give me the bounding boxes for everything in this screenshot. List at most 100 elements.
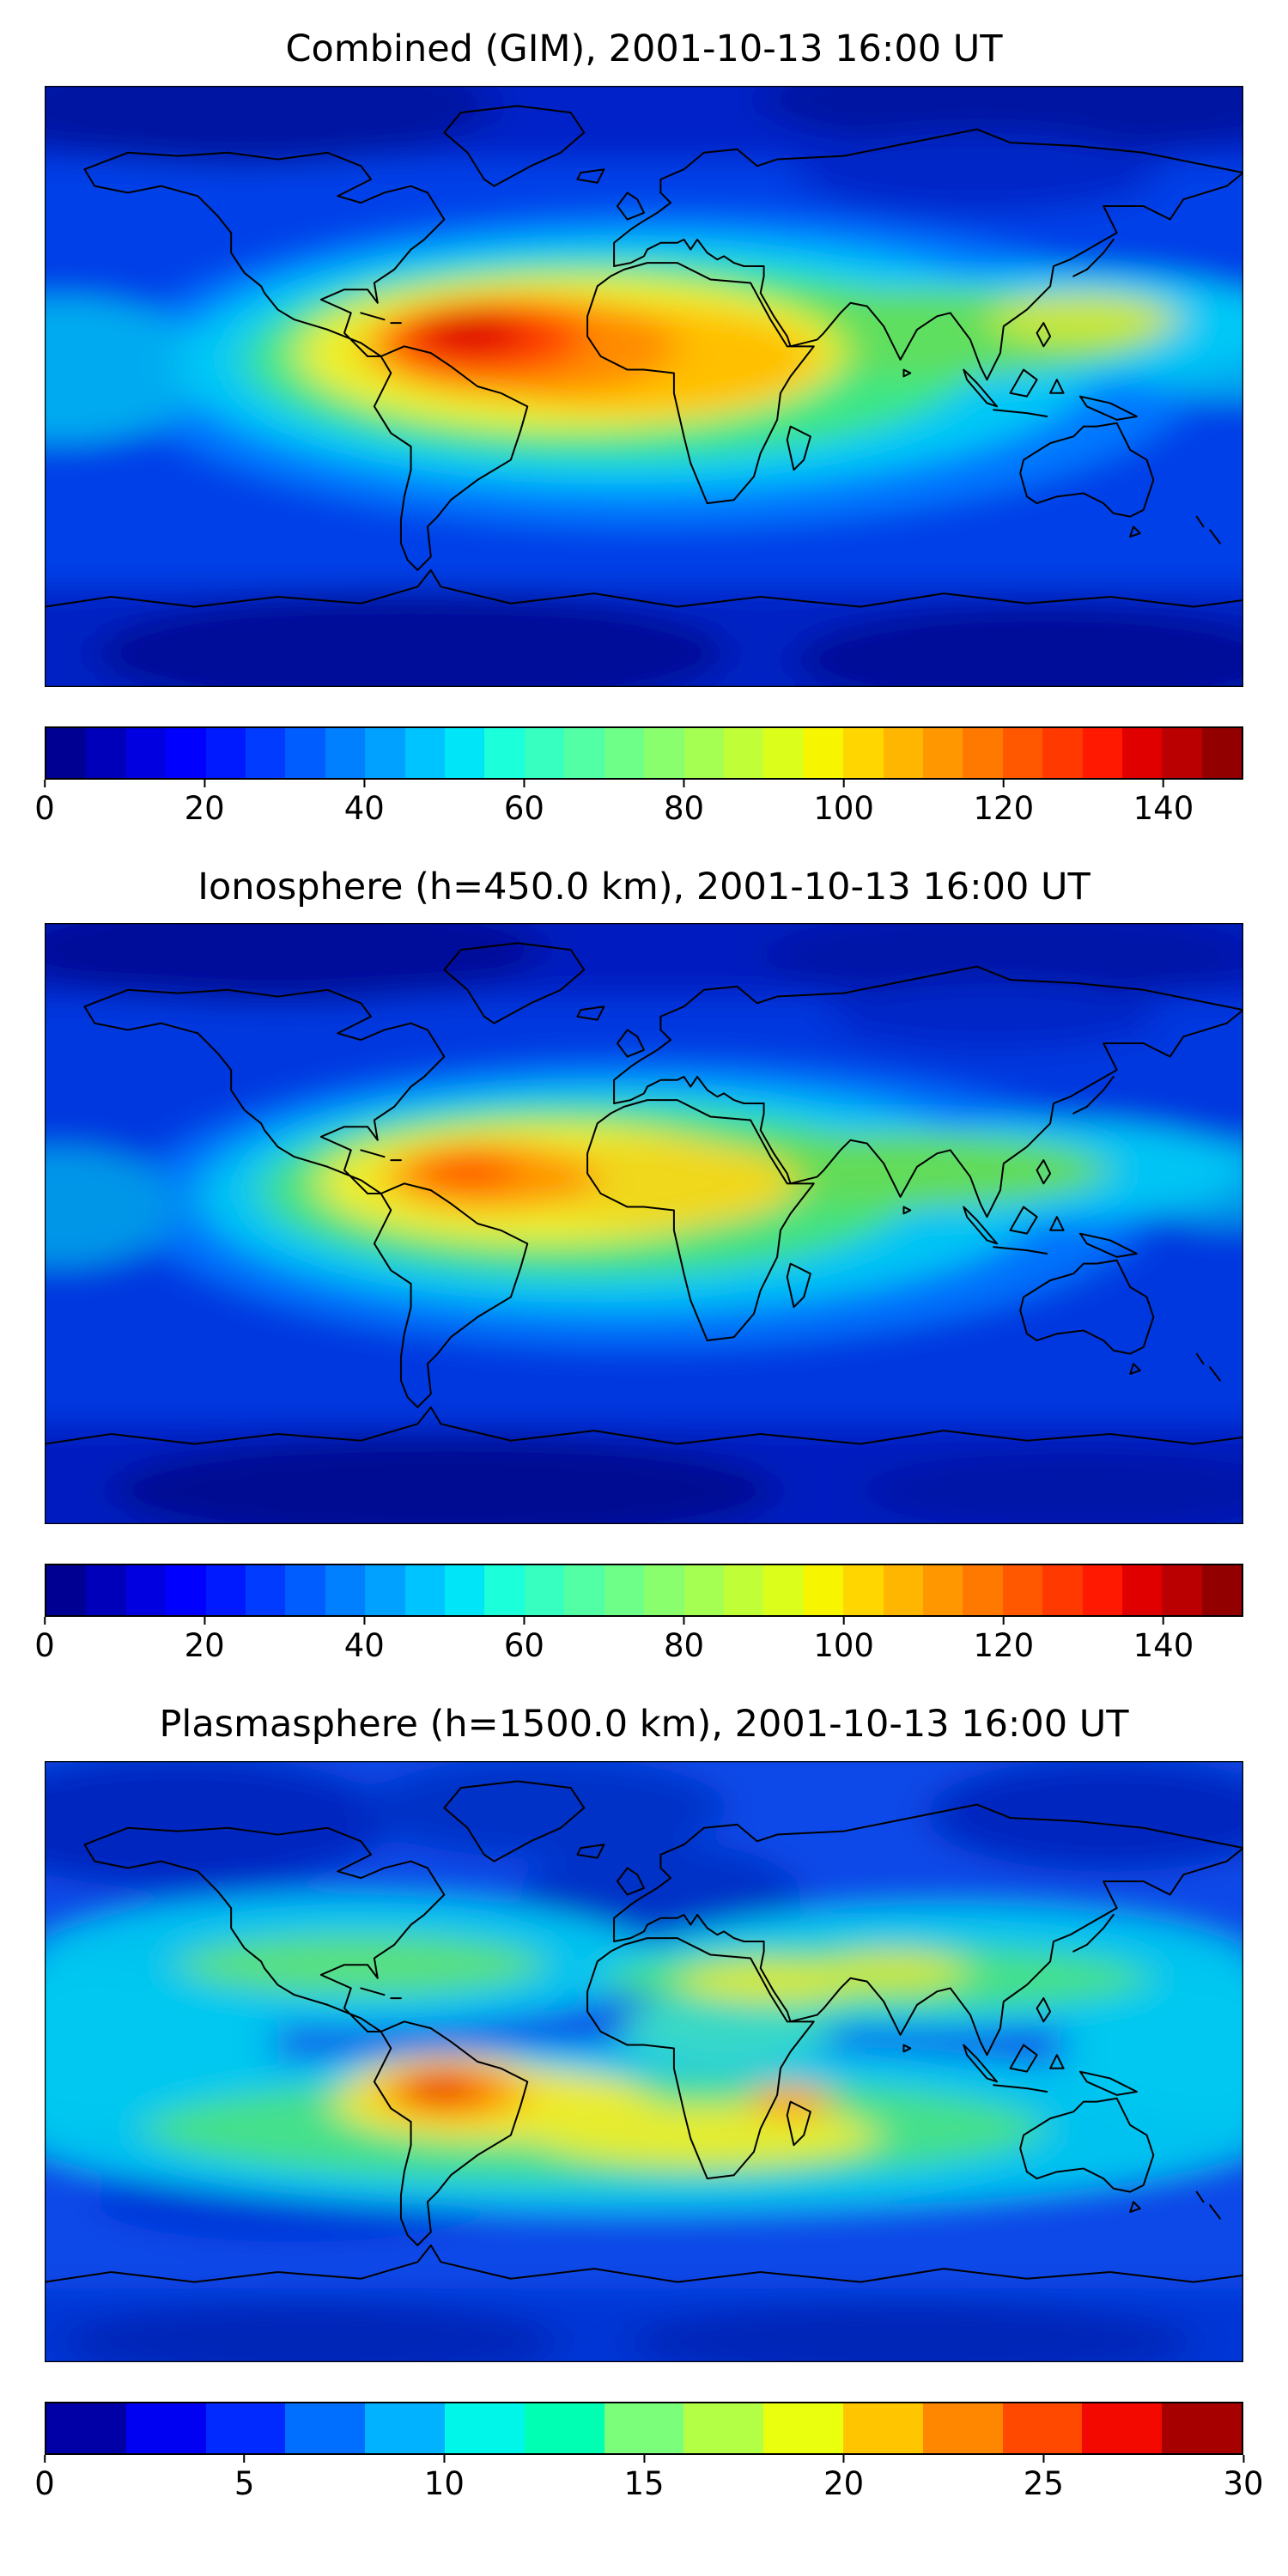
colorbar-segment — [325, 727, 366, 778]
colorbar-segment — [365, 2403, 445, 2453]
colorbar-segment — [445, 1565, 485, 1616]
colorbar-segment — [883, 727, 923, 778]
tick-label: 20 — [184, 1627, 225, 1665]
colorbar-segment — [205, 2403, 286, 2453]
tick-label: 20 — [823, 2464, 865, 2502]
tick-mark — [643, 2454, 645, 2463]
tick-label: 40 — [343, 789, 385, 827]
tec-field-ionosphere — [45, 923, 1243, 1525]
tick-label: 0 — [34, 789, 55, 827]
colorbar-segment — [922, 1565, 963, 1616]
colorbar-segment — [963, 727, 1003, 778]
tick-label: 140 — [1133, 789, 1194, 827]
colorbar-segment — [683, 1565, 724, 1616]
colorbar-segment — [842, 2403, 923, 2453]
map-combined — [45, 85, 1243, 687]
colorbar-tick: 120 — [973, 779, 1035, 827]
tick-label: 0 — [34, 1627, 55, 1665]
colorbar-block-plasmasphere: 0 5 10 15 20 25 30 — [34, 2401, 1264, 2508]
colorbar-tick: 15 — [623, 2454, 665, 2502]
colorbar-tick: 140 — [1133, 779, 1194, 827]
colorbar-segment — [922, 2403, 1003, 2453]
colorbar-segment — [1082, 1565, 1122, 1616]
tick-label: 30 — [1223, 2464, 1264, 2502]
panel-title-ionosphere: Ionosphere (h=450.0 km), 2001-10-13 16:0… — [197, 865, 1091, 908]
colorbar-segment — [125, 727, 167, 778]
tick-mark — [43, 1617, 46, 1625]
colorbar-segment — [484, 727, 525, 778]
colorbar-tick: 10 — [423, 2454, 465, 2502]
colorbar-segment — [1201, 727, 1242, 778]
colorbar-tick: 100 — [813, 779, 874, 827]
colorbar-ticks-plasmasphere: 0 5 10 15 20 25 30 — [34, 2454, 1264, 2508]
colorbar-tick: 40 — [344, 1617, 385, 1664]
colorbar-segment — [683, 727, 724, 778]
colorbar-segment — [564, 1565, 605, 1616]
tec-field-combined — [45, 85, 1243, 687]
tick-label: 25 — [1023, 2464, 1064, 2502]
colorbar-segment — [325, 1565, 366, 1616]
tick-mark — [683, 1617, 685, 1625]
colorbar-segment — [524, 2403, 605, 2453]
colorbar-tick: 0 — [34, 1617, 55, 1664]
colorbar-segment — [524, 727, 565, 778]
tick-mark — [204, 1617, 206, 1625]
colorbar-segment — [763, 1565, 804, 1616]
colorbar-segment — [46, 1565, 87, 1616]
colorbar-segment — [763, 727, 804, 778]
colorbar-tick: 60 — [504, 1617, 544, 1664]
tick-label: 40 — [343, 1627, 385, 1665]
colorbar-segment — [246, 727, 286, 778]
tick-mark — [443, 2454, 446, 2463]
colorbar-tick: 0 — [34, 2454, 55, 2502]
tick-mark — [204, 779, 206, 787]
colorbar-tick: 120 — [973, 1617, 1034, 1664]
colorbar-segment — [46, 2403, 126, 2453]
colorbar-segment — [1042, 1565, 1083, 1616]
colorbar-segment — [365, 727, 405, 778]
colorbar-segment — [1082, 727, 1122, 778]
tick-mark — [1002, 779, 1005, 787]
tick-label: 10 — [423, 2464, 465, 2502]
colorbar-segment — [1121, 727, 1163, 778]
tick-label: 100 — [813, 1627, 874, 1665]
colorbar-segment — [285, 727, 325, 778]
colorbar-tick: 20 — [185, 779, 225, 827]
tick-label: 0 — [34, 2464, 55, 2502]
colorbar-segment — [484, 1565, 525, 1616]
colorbar-segment — [1002, 727, 1043, 778]
colorbar-segment — [1162, 727, 1202, 778]
tick-mark — [363, 779, 366, 787]
tick-mark — [43, 2454, 46, 2463]
colorbar-tick: 80 — [664, 1617, 704, 1664]
tick-label: 80 — [663, 789, 705, 827]
colorbar-segment — [205, 1565, 246, 1616]
colorbar-segment — [604, 1565, 645, 1616]
colorbar-segment — [1042, 727, 1083, 778]
tick-label: 5 — [234, 2464, 255, 2502]
colorbar-tick: 5 — [234, 2454, 255, 2502]
colorbar-segment — [1121, 1565, 1163, 1616]
colorbar-tick: 0 — [34, 779, 55, 827]
colorbar-ticks-ionosphere: 0 20 40 60 80 100 120 140 — [34, 1617, 1243, 1670]
colorbar-segment — [86, 727, 126, 778]
figure: Combined (GIM), 2001-10-13 16:00 UT — [34, 27, 1264, 2508]
map-plasmasphere — [45, 1760, 1243, 2362]
tick-mark — [842, 2454, 845, 2463]
colorbar-block-combined: 0 20 40 60 80 100 120 140 — [34, 726, 1243, 833]
colorbar-ionosphere — [45, 1564, 1243, 1618]
colorbar-segment — [604, 727, 645, 778]
tick-mark — [243, 2454, 246, 2463]
colorbar-segment — [843, 727, 884, 778]
colorbar-segment — [843, 1565, 884, 1616]
tick-label: 120 — [973, 789, 1035, 827]
colorbar-tick: 30 — [1223, 2454, 1264, 2502]
colorbar-segment — [1082, 2403, 1163, 2453]
colorbar-segment — [246, 1565, 286, 1616]
tick-label: 100 — [813, 789, 874, 827]
panel-title-plasmasphere: Plasmasphere (h=1500.0 km), 2001-10-13 1… — [159, 1703, 1129, 1747]
colorbar-segment — [125, 2403, 206, 2453]
colorbar-tick: 100 — [813, 1617, 874, 1664]
tick-mark — [523, 1617, 526, 1625]
colorbar-segment — [46, 727, 87, 778]
